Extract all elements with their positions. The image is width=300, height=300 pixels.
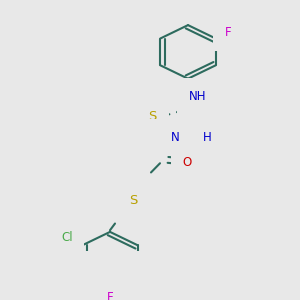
Text: H: H (158, 131, 166, 144)
Text: Cl: Cl (61, 231, 73, 244)
Text: F: F (224, 26, 231, 39)
Text: N: N (190, 131, 200, 144)
Text: NH: NH (189, 90, 207, 103)
Text: F: F (107, 291, 113, 300)
Text: S: S (129, 194, 137, 207)
Text: H: H (202, 131, 211, 144)
Text: S: S (148, 110, 156, 123)
Text: O: O (182, 156, 192, 169)
Text: N: N (171, 131, 179, 144)
